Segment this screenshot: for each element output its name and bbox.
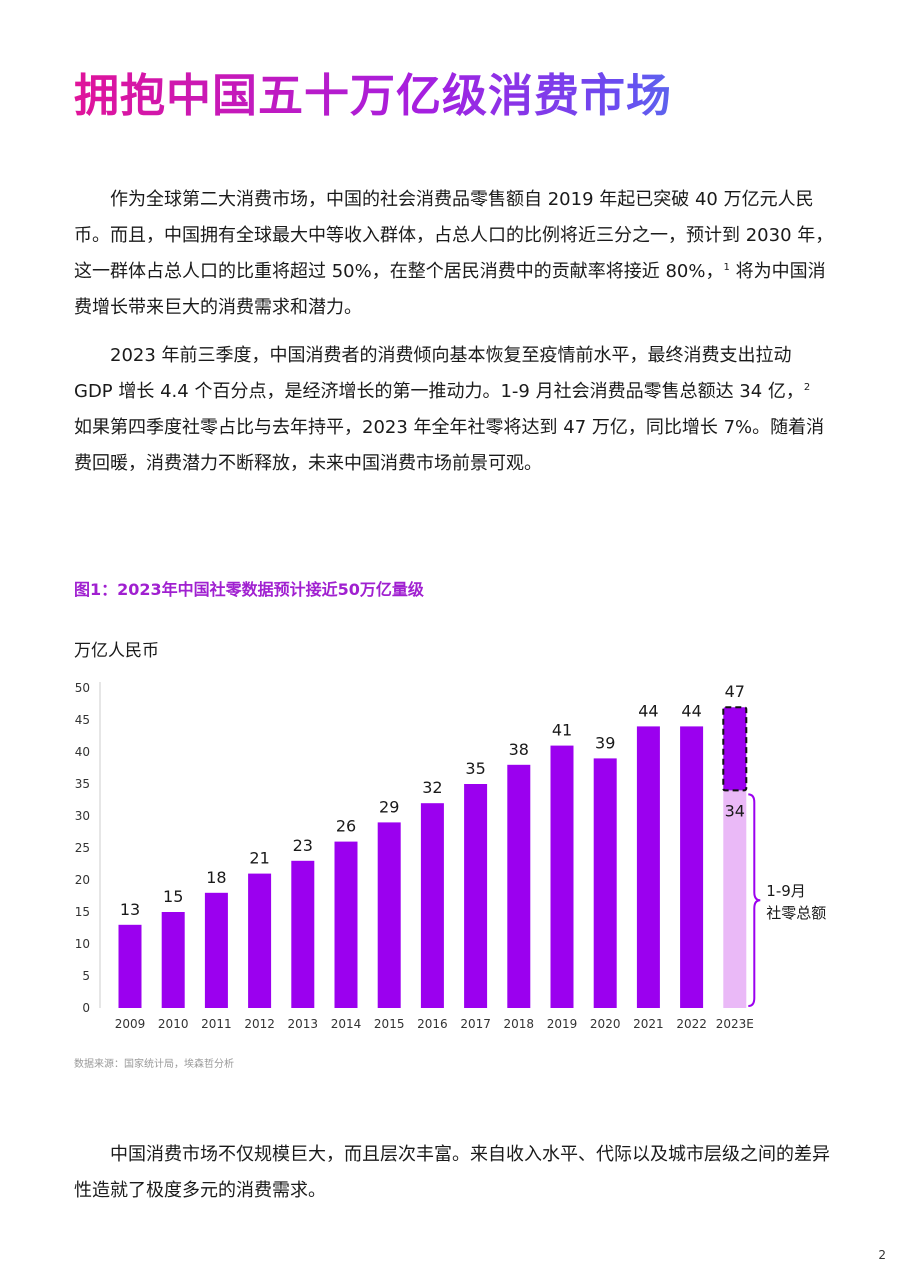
x-tick-label: 2020 (590, 1017, 621, 1031)
value-label: 35 (465, 759, 485, 778)
value-label: 18 (206, 868, 226, 887)
x-tick-label: 2010 (158, 1017, 189, 1031)
bar-2018 (507, 764, 531, 1008)
bar-2011 (204, 892, 228, 1008)
bar-2013 (291, 860, 315, 1008)
paragraph-3: 中国消费市场不仅规模巨大，而且层次丰富。来自收入水平、代际以及城市层级之间的差异… (74, 1144, 830, 1201)
x-tick-label: 2019 (547, 1017, 578, 1031)
y-tick-label: 30 (75, 809, 90, 823)
bar-2020 (593, 758, 617, 1008)
bar-2009 (118, 924, 142, 1008)
bar-2015 (377, 822, 401, 1008)
x-tick-label: 2023E (716, 1017, 754, 1031)
value-label: 44 (681, 701, 701, 720)
figure-source: 数据来源：国家统计局，埃森哲分析 (74, 1059, 234, 1070)
page-title: 拥抱中国五十万亿级消费市场 (74, 66, 854, 126)
partial-bar-2023e (723, 790, 747, 1008)
y-tick-label: 50 (75, 681, 90, 695)
x-tick-label: 2022 (676, 1017, 707, 1031)
value-label: 26 (336, 817, 356, 836)
x-tick-label: 2015 (374, 1017, 405, 1031)
value-label: 32 (422, 778, 442, 797)
x-tick-label: 2011 (201, 1017, 232, 1031)
paragraph-2-text: 2023 年前三季度，中国消费者的消费倾向基本恢复至疫情前水平，最终消费支出拉动… (74, 345, 804, 402)
bar-2012 (248, 873, 272, 1008)
value-label: 39 (595, 733, 615, 752)
bar-2010 (161, 912, 185, 1008)
figure-unit-label: 万亿人民币 (74, 641, 159, 661)
y-tick-label: 0 (82, 1001, 90, 1015)
x-tick-label: 2009 (115, 1017, 146, 1031)
paragraph-2-tail: 如果第四季度社零占比与去年持平，2023 年全年社零将达到 47 万亿，同比增长… (74, 417, 825, 474)
y-tick-label: 20 (75, 873, 90, 887)
x-tick-label: 2013 (288, 1017, 319, 1031)
paragraph-1-text: 作为全球第二大消费市场，中国的社会消费品零售额自 2019 年起已突破 40 万… (74, 189, 834, 282)
y-tick-label: 10 (75, 937, 90, 951)
bar-2016 (420, 803, 444, 1008)
value-label: 47 (725, 682, 745, 701)
bar-2014 (334, 841, 358, 1008)
bar-2022 (680, 726, 704, 1008)
value-label: 15 (163, 887, 183, 906)
y-tick-label: 40 (75, 745, 90, 759)
bar-2021 (636, 726, 660, 1008)
y-tick-label: 5 (82, 969, 90, 983)
partial-annotation-label: 社零总额 (766, 904, 826, 922)
value-label: 41 (552, 721, 572, 740)
y-tick-label: 35 (75, 777, 90, 791)
y-tick-label: 45 (75, 713, 90, 727)
bar-2017 (464, 784, 488, 1008)
partial-brace (748, 793, 761, 1007)
paragraph-1-tail: 将为中国消费增长带来巨大的消费需求和潜力。 (74, 261, 826, 318)
x-tick-label: 2012 (244, 1017, 275, 1031)
figure-title: 图1：2023年中国社零数据预计接近50万亿量级 (74, 580, 424, 599)
y-tick-label: 25 (75, 841, 90, 855)
value-label: 29 (379, 797, 399, 816)
value-label: 38 (509, 740, 529, 759)
paragraph-1: 作为全球第二大消费市场，中国的社会消费品零售额自 2019 年起已突破 40 万… (74, 182, 834, 326)
x-tick-label: 2017 (460, 1017, 491, 1031)
bar-2019 (550, 745, 574, 1008)
page-number: 2 (878, 1248, 886, 1262)
footnote-ref-2: 2 (803, 382, 811, 393)
x-tick-label: 2016 (417, 1017, 448, 1031)
retail-sales-bar-chart: 0 5 10 15 20 25 30 35 40 45 50 13 2009 15 2010 18 2011 21… (75, 681, 827, 1031)
value-label: 23 (293, 836, 313, 855)
y-tick-label: 15 (75, 905, 90, 919)
paragraph-2: 2023 年前三季度，中国消费者的消费倾向基本恢复至疫情前水平，最终消费支出拉动… (74, 338, 834, 482)
partial-value-label: 34 (725, 801, 745, 820)
footnote-ref-1: 1 (723, 262, 730, 273)
value-label: 44 (638, 701, 658, 720)
value-label: 21 (249, 849, 269, 868)
partial-annotation-label: 1-9月 (766, 882, 806, 900)
value-label: 13 (120, 900, 140, 919)
forecast-bar-2023e (722, 706, 748, 792)
x-tick-label: 2018 (504, 1017, 535, 1031)
x-tick-label: 2014 (331, 1017, 362, 1031)
x-tick-label: 2021 (633, 1017, 664, 1031)
